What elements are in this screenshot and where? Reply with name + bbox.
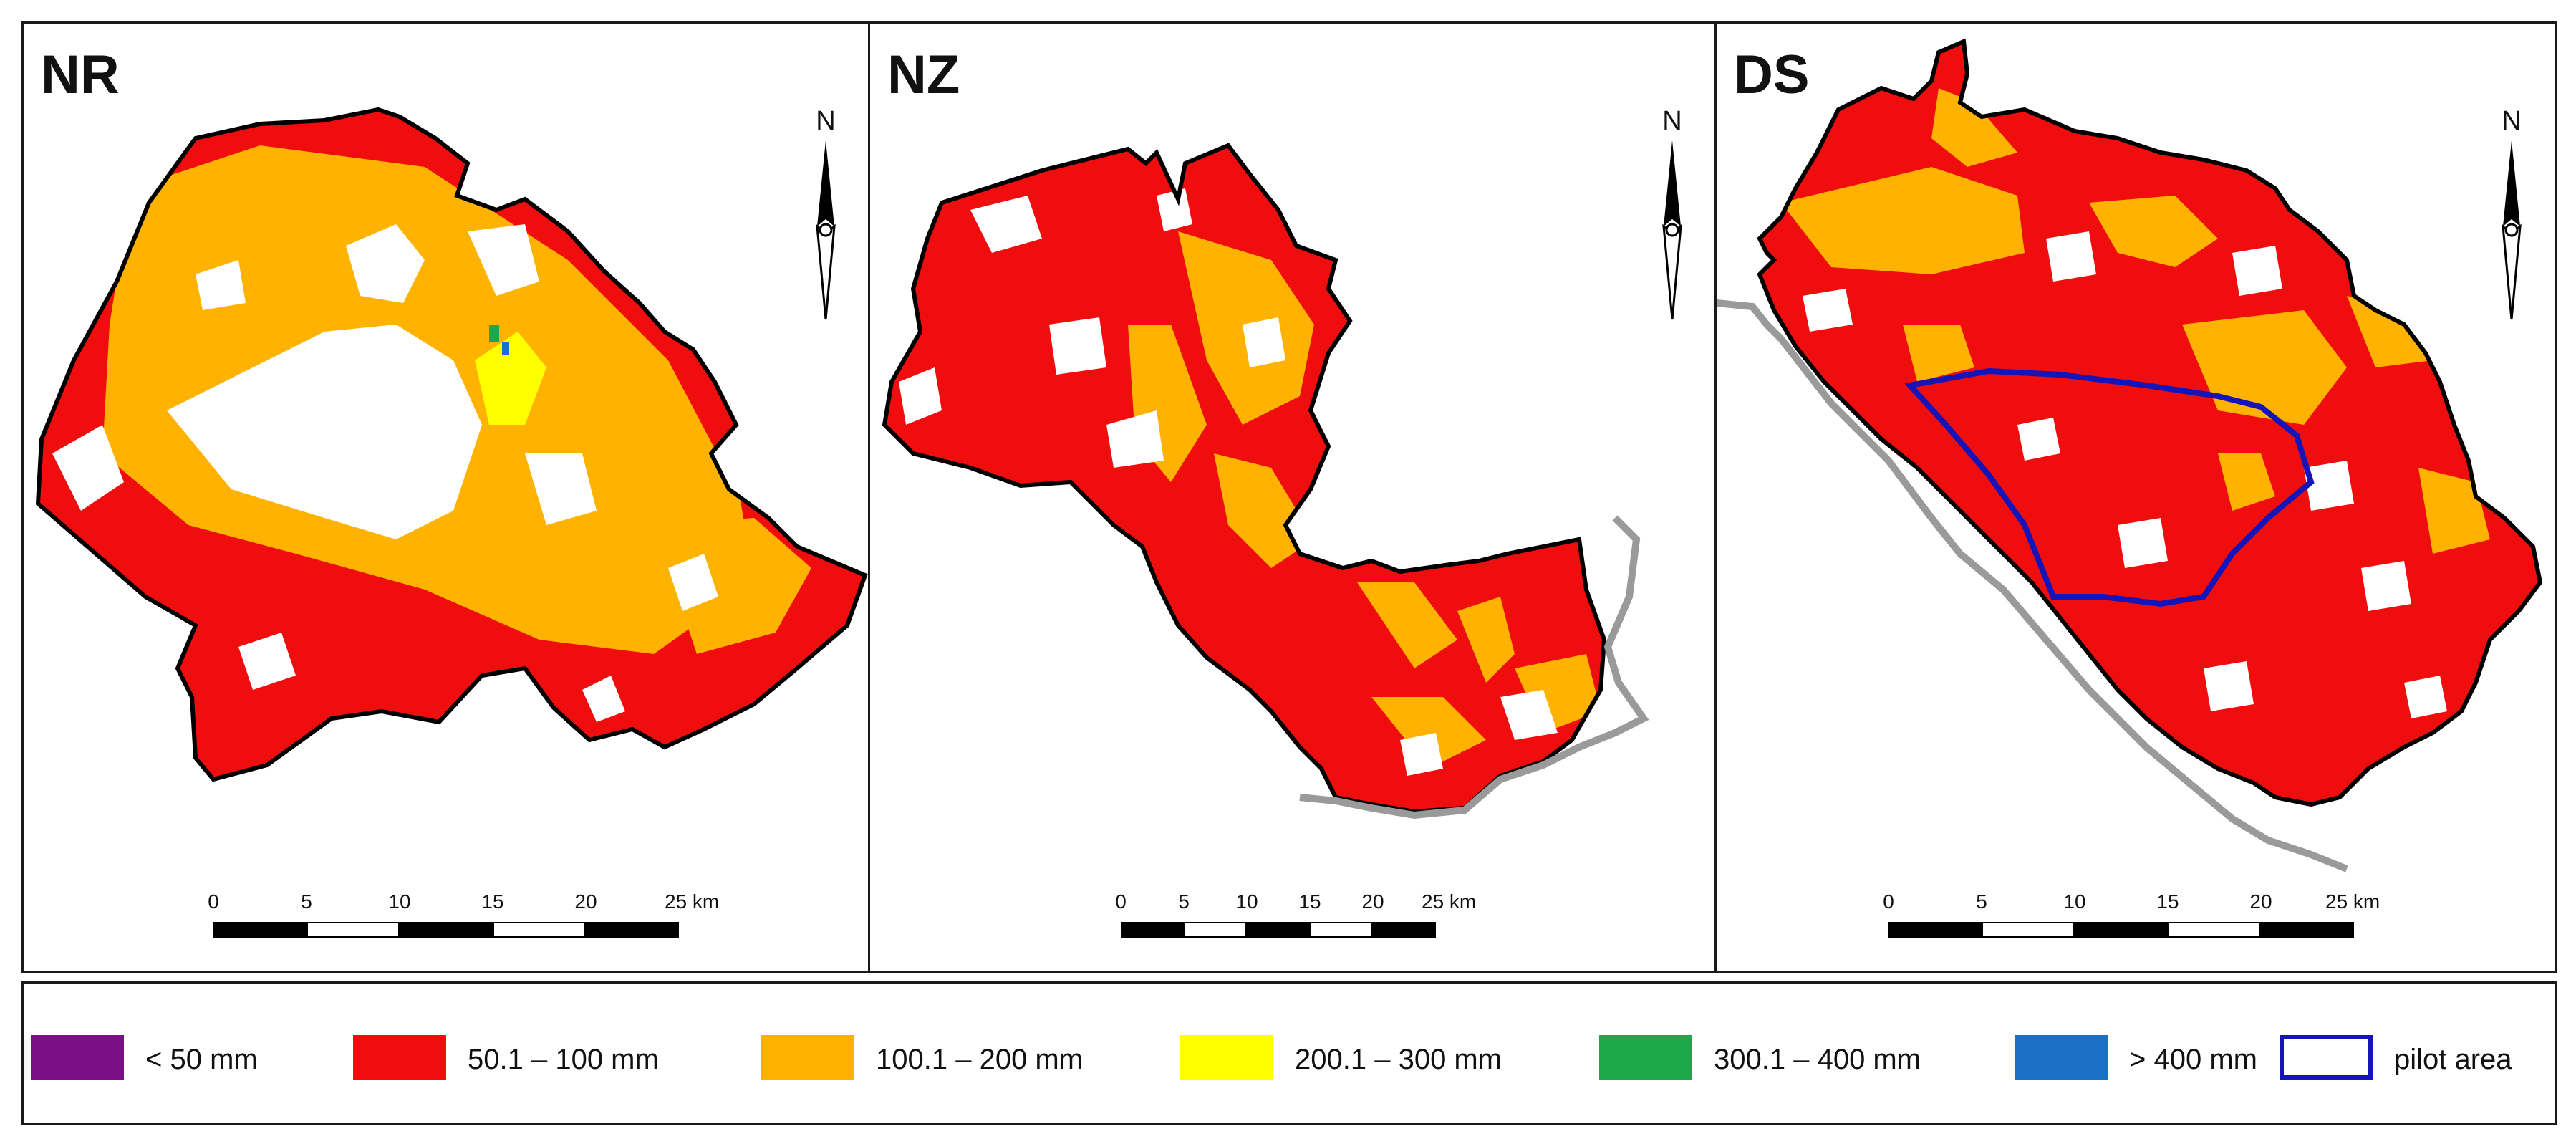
scale-tick: 10 (388, 890, 411, 913)
scale-tick: 15 (2156, 890, 2179, 913)
scale-tick: 10 (2063, 890, 2086, 913)
map-panel-nr: NR N (21, 21, 870, 973)
legend-swatch (2015, 1035, 2108, 1080)
scale-bar-nr: 0 5 10 15 20 25 km (153, 890, 719, 948)
north-arrow-ds: N (2483, 106, 2540, 327)
legend-swatch (31, 1035, 124, 1080)
scale-tick: 0 (208, 890, 219, 913)
scale-tick: 25 km (2325, 890, 2380, 913)
legend-swatch (1180, 1035, 1273, 1080)
legend-swatch (2280, 1035, 2373, 1080)
scale-tick: 10 (1235, 890, 1258, 913)
scale-tick: 5 (301, 890, 312, 913)
legend-swatch (761, 1035, 854, 1080)
district-boundary-nr (35, 107, 868, 782)
map-panel-nz: NZ N (868, 21, 1717, 973)
north-arrow-icon (1662, 140, 1682, 320)
north-arrow-icon (2502, 140, 2522, 320)
scale-tick: 0 (1883, 890, 1894, 913)
scale-tick: 5 (1178, 890, 1190, 913)
scale-tick: 25 km (1422, 890, 1477, 913)
scale-tick: 20 (2249, 890, 2272, 913)
scale-tick: 20 (1361, 890, 1384, 913)
river-danube-ds (1717, 299, 2348, 873)
district-boundary-ds (1757, 38, 2543, 807)
panel-title-nr: NR (41, 44, 120, 105)
scale-bar-ds: 0 5 10 15 20 25 km (1874, 890, 2380, 948)
legend-swatch (1599, 1035, 1692, 1080)
scale-bar-nz: 0 5 10 15 20 25 km (1085, 890, 1486, 948)
scale-tick: 0 (1115, 890, 1127, 913)
north-arrow-icon (816, 140, 836, 320)
pilot-area-outline (1904, 367, 2315, 607)
scale-tick: 15 (481, 890, 504, 913)
scale-tick: 5 (1976, 890, 1987, 913)
map-legend: < 50 mm 50.1 – 100 mm 100.1 – 200 mm 200… (21, 981, 2557, 1125)
map-panel-ds: DS (1714, 21, 2557, 973)
north-arrow-nz: N (1644, 106, 1701, 327)
legend-swatch (353, 1035, 446, 1080)
map-nz (882, 143, 1649, 819)
map-ds (1717, 38, 2543, 873)
district-boundary-nz (882, 143, 1607, 814)
scale-tick: 20 (574, 890, 597, 913)
north-arrow-nr: N (797, 106, 854, 327)
river-danube-nz (1299, 515, 1649, 819)
scale-tick: 15 (1298, 890, 1321, 913)
map-nr (35, 107, 868, 782)
panel-title-nz: NZ (887, 44, 960, 105)
panel-title-ds: DS (1734, 44, 1810, 105)
scale-tick: 25 km (665, 890, 720, 913)
